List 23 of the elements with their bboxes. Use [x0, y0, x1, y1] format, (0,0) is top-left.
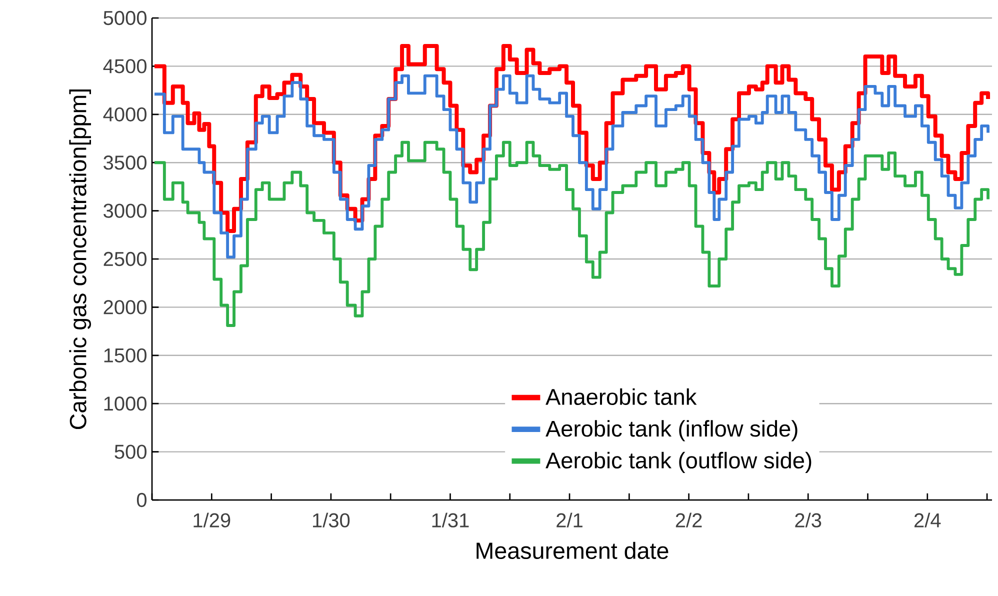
- legend-label: Aerobic tank (inflow side): [546, 420, 798, 442]
- y-tick-label: 1000: [104, 396, 146, 411]
- y-tick-label: 4500: [103, 59, 146, 74]
- y-tick-label: 0: [136, 492, 146, 508]
- y-tick-label: 5000: [104, 10, 146, 26]
- y-tick-label: 3500: [104, 156, 146, 170]
- legend-label: Anaerobic tank: [546, 388, 697, 406]
- y-tick-label: 4000: [103, 107, 146, 122]
- x-axis-title: Measurement date: [476, 542, 668, 560]
- x-tick-label: 2/4: [914, 512, 941, 528]
- y-tick-label: 2000: [104, 300, 146, 314]
- y-tick-label: 1500: [104, 348, 146, 362]
- y-tick-label: 500: [114, 444, 146, 459]
- x-tick-label: 1/29: [194, 512, 230, 528]
- x-tick-label: 1/30: [313, 512, 350, 528]
- x-tick-label: 2/3: [795, 512, 822, 528]
- x-tick-label: 1/31: [432, 512, 469, 528]
- y-axis-title: Carbonic gas concentration[ppm]: [69, 90, 91, 430]
- x-tick-label: 2/1: [556, 512, 582, 528]
- legend-label: Aerobic tank (outflow side): [546, 452, 812, 473]
- x-tick-label: 2/2: [676, 512, 702, 528]
- y-tick-label: 3000: [104, 204, 146, 218]
- y-tick-label: 2500: [104, 252, 146, 266]
